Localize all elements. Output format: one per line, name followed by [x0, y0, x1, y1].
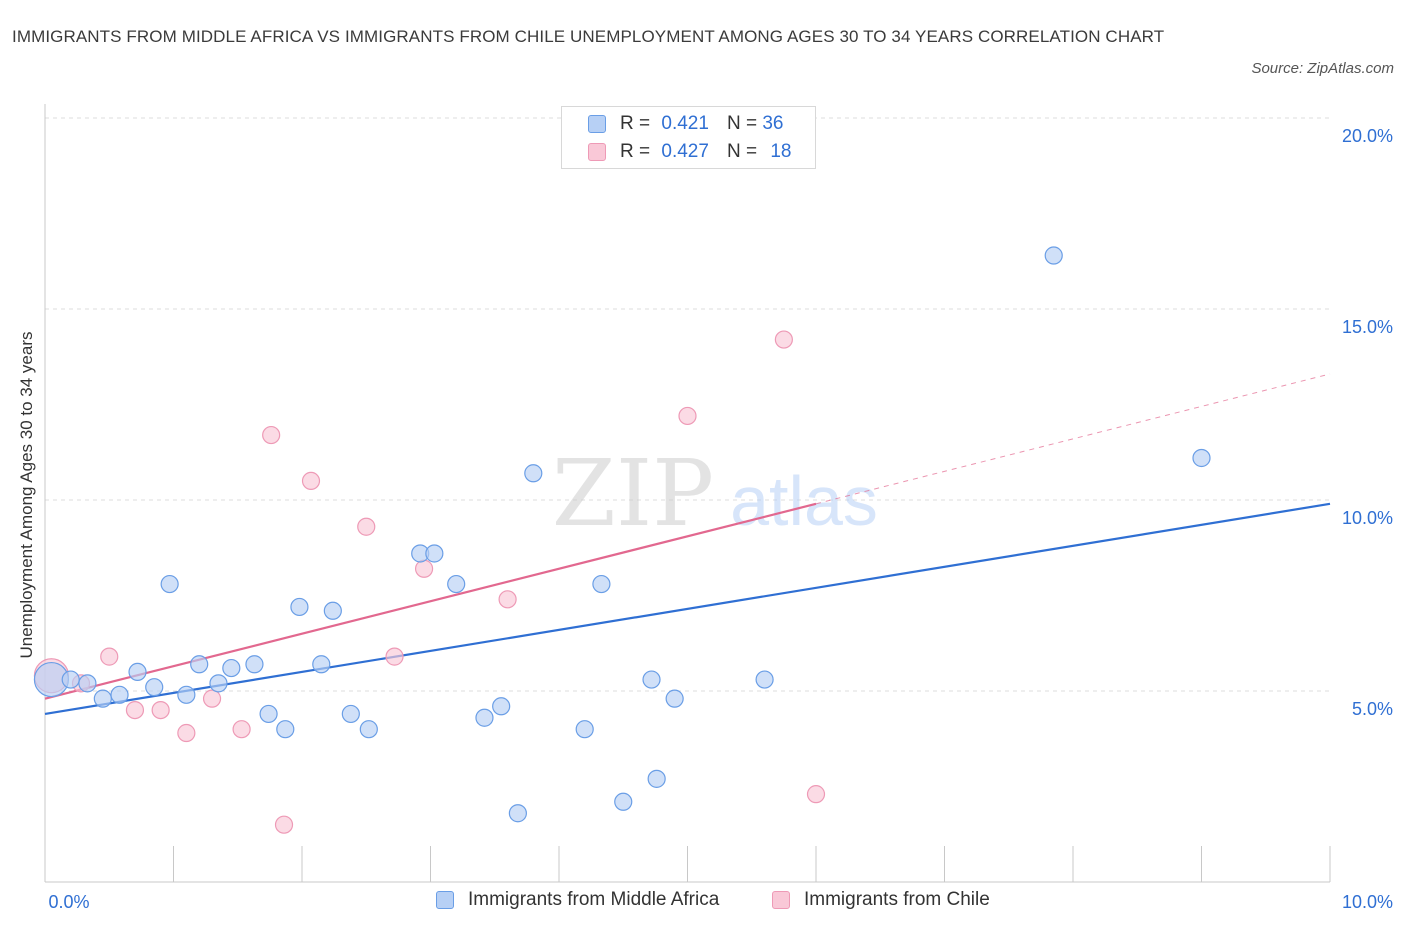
point-chile	[177, 723, 196, 743]
x-tick-label: 10.0%	[1342, 892, 1393, 912]
trend-line-chile	[44, 502, 817, 700]
point-middle-africa	[575, 720, 594, 739]
legend-swatch-blue	[588, 115, 606, 133]
point-chile	[301, 471, 321, 490]
legend-row-chile: R = 0.427 N = 18	[588, 140, 791, 164]
point-middle-africa	[492, 697, 511, 716]
point-middle-africa	[341, 704, 360, 724]
grid-lines	[45, 117, 1330, 692]
legend-n-value: 18	[770, 141, 792, 162]
tick-labels: 5.0% 10.0% 15.0% 20.0% 0.0% 10.0%	[48, 126, 1393, 912]
y-tick-label: 15.0%	[1342, 317, 1393, 337]
point-middle-africa	[592, 574, 611, 594]
y-tick-label: 5.0%	[1352, 699, 1393, 719]
point-chile	[414, 559, 434, 578]
legend-series-label: Immigrants from Chile	[804, 889, 990, 910]
point-chile	[125, 700, 145, 720]
point-middle-africa	[425, 544, 444, 563]
point-middle-africa	[190, 655, 209, 674]
legend-r-label: R =	[620, 141, 651, 162]
point-middle-africa	[259, 704, 278, 724]
point-chile	[274, 815, 294, 834]
correlation-legend: R = 0.421 N = 36 R = 0.427 N = 18	[561, 106, 816, 169]
point-middle-africa	[78, 674, 97, 693]
point-middle-africa	[614, 792, 633, 811]
point-chile	[151, 700, 170, 720]
point-middle-africa	[647, 769, 666, 788]
legend-n-value: 36	[762, 113, 784, 134]
point-middle-africa	[665, 689, 684, 708]
point-middle-africa	[323, 601, 342, 620]
legend-swatch-pink	[772, 891, 790, 909]
legend-swatch-pink	[588, 143, 606, 161]
point-middle-africa	[475, 708, 494, 727]
point-middle-africa	[447, 574, 466, 594]
y-tick-label: 10.0%	[1342, 508, 1393, 528]
point-chile	[774, 330, 793, 349]
source-label: Source: ZipAtlas.com	[1251, 60, 1394, 77]
point-chile	[385, 647, 404, 666]
point-middle-africa	[524, 464, 543, 483]
point-middle-africa	[110, 685, 129, 704]
watermark-zip: ZIP	[552, 440, 714, 547]
point-middle-africa	[222, 658, 241, 678]
point-middle-africa	[145, 678, 164, 697]
legend-n-label: N =	[726, 113, 758, 134]
point-middle-africa	[1044, 246, 1063, 265]
data-points	[33, 246, 1211, 834]
point-chile	[806, 785, 826, 804]
point-middle-africa	[209, 674, 228, 693]
point-middle-africa	[1192, 448, 1211, 468]
point-middle-africa	[245, 655, 264, 674]
point-middle-africa	[312, 655, 331, 674]
point-middle-africa	[177, 685, 196, 704]
legend-r-label: R =	[620, 113, 651, 134]
legend-n-label: N =	[726, 141, 758, 162]
legend-r-value: 0.421	[661, 113, 709, 134]
point-chile	[498, 590, 517, 609]
point-chile	[678, 406, 697, 426]
point-middle-africa	[160, 574, 179, 594]
point-middle-africa	[508, 804, 527, 823]
point-middle-africa	[290, 597, 309, 617]
trend-line-middle-africa	[44, 502, 1331, 716]
axes	[44, 104, 1331, 883]
point-chile	[262, 425, 281, 445]
point-middle-africa	[276, 720, 295, 739]
legend-swatch-blue	[436, 891, 454, 909]
trend-line-chile-extrapolated	[815, 373, 1331, 505]
y-tick-label: 20.0%	[1342, 126, 1393, 146]
point-middle-africa	[755, 670, 774, 689]
point-chile	[232, 720, 251, 739]
trend-lines	[44, 373, 1331, 716]
watermark-atlas: atlas	[730, 462, 878, 540]
point-middle-africa	[128, 662, 147, 682]
legend-r-value: 0.427	[661, 141, 709, 162]
chart-title: IMMIGRANTS FROM MIDDLE AFRICA VS IMMIGRA…	[12, 27, 1165, 46]
point-chile	[202, 689, 222, 708]
point-chile	[100, 647, 119, 666]
legend-item-chile: Immigrants from Chile	[772, 889, 990, 911]
point-chile	[357, 517, 376, 536]
point-middle-africa	[61, 670, 80, 689]
legend-series-label: Immigrants from Middle Africa	[468, 889, 720, 910]
x-tick-label: 0.0%	[48, 892, 89, 912]
legend-item-middle-africa: Immigrants from Middle Africa	[436, 889, 719, 911]
legend-row-middle-africa: R = 0.421 N = 36	[588, 112, 783, 136]
point-middle-africa	[642, 670, 661, 689]
point-middle-africa	[359, 720, 378, 739]
point-middle-africa	[93, 689, 112, 708]
